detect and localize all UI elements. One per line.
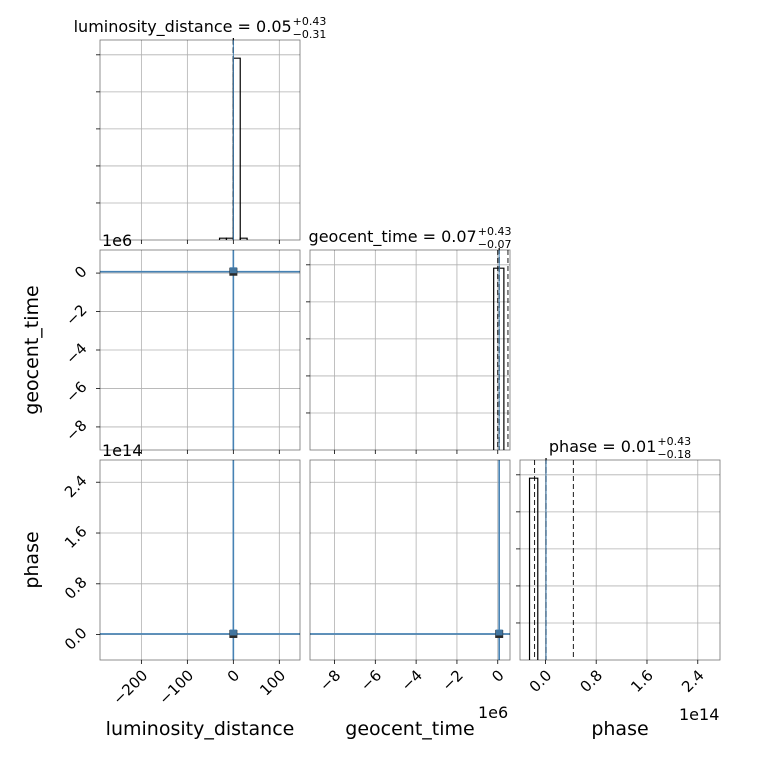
x-tick-label: 0 [488,666,507,685]
x-tick-label: −4 [398,666,426,694]
title-plus: +0.43 [657,435,691,448]
panel-frame [99,39,301,241]
title-main: luminosity_distance = 0.05 [74,17,292,37]
x-axis-label-luminosity_distance: luminosity_distance [106,718,295,740]
y-tick-label: −2 [62,301,90,329]
y-tick-label: 0 [71,262,90,281]
title-main: phase = 0.01 [549,437,656,456]
title-minus: −0.18 [657,448,691,461]
y-tick-label: −6 [62,378,90,406]
scatter-1-0: 0 −2 −4 −6 −8 [62,249,301,454]
x-offset-phase: 1e14 [679,705,719,724]
y-tick-label: 0.0 [61,624,91,654]
x-tick-label: 0 [224,666,243,685]
x-tick-label: −8 [316,666,344,694]
x-tick-label: 100 [256,666,289,699]
hist-bar [232,57,241,240]
y-tick-label: 0.8 [61,573,91,603]
contour-marker [495,629,503,636]
y-tick-label: 1.6 [61,522,91,552]
x-tick-label: −200 [109,666,151,708]
contour-marker [229,267,237,274]
panel-title: luminosity_distance = 0.05 +0.43−0.31 [74,15,327,41]
x-offset-geocent-time: 1e6 [478,703,508,722]
y-offset-geocent-time: 1e6 [102,231,132,250]
histogram-1-1: geocent_time = 0.07 +0.43−0.07 [306,225,511,454]
y-axis-label-phase: phase [21,531,43,588]
x-tick-label: 1.6 [627,666,657,696]
panel-frame [309,459,511,661]
x-tick-label: 0.8 [576,666,606,696]
x-tick-label: 0.0 [526,666,556,696]
y-tick-label: −4 [62,339,90,367]
x-tick-label: −6 [357,666,385,694]
title-plus: +0.43 [293,15,327,28]
panel-frame [99,249,301,451]
y-tick-label: −8 [62,416,90,444]
histogram-2-2: phase = 0.01 +0.43−0.18 0.0 0.8 1.6 2.4 [516,435,721,696]
x-axis-label-phase: phase [591,718,648,740]
panel-frame [309,249,511,451]
histogram-0-0: luminosity_distance = 0.05 +0.43−0.31 [74,15,327,244]
panel-frame [99,459,301,661]
x-tick-label: −2 [438,666,466,694]
x-tick-label: −100 [155,666,197,708]
hist-bar [528,477,539,660]
title-minus: −0.07 [478,238,512,251]
title-main: geocent_time = 0.07 [309,227,477,247]
hist-bar [239,237,248,240]
scatter-2-1: −8 −6 −4 −2 0 [309,459,511,695]
title-plus: +0.43 [478,225,512,238]
panel-title: phase = 0.01 +0.43−0.18 [549,435,691,461]
y-offset-phase: 1e14 [102,441,142,460]
y-tick-label: 2.4 [61,472,91,502]
panel-title: geocent_time = 0.07 +0.43−0.07 [309,225,512,251]
title-minus: −0.31 [293,28,327,41]
x-tick-label: 2.4 [678,666,708,696]
panel-frame [519,459,721,661]
scatter-2-0: 2.4 1.6 0.8 0.0 −200 −100 0 100 [61,459,301,708]
y-axis-label-geocent_time: geocent_time [21,285,43,414]
x-axis-label-geocent_time: geocent_time [345,718,474,740]
contour-marker [229,629,237,636]
